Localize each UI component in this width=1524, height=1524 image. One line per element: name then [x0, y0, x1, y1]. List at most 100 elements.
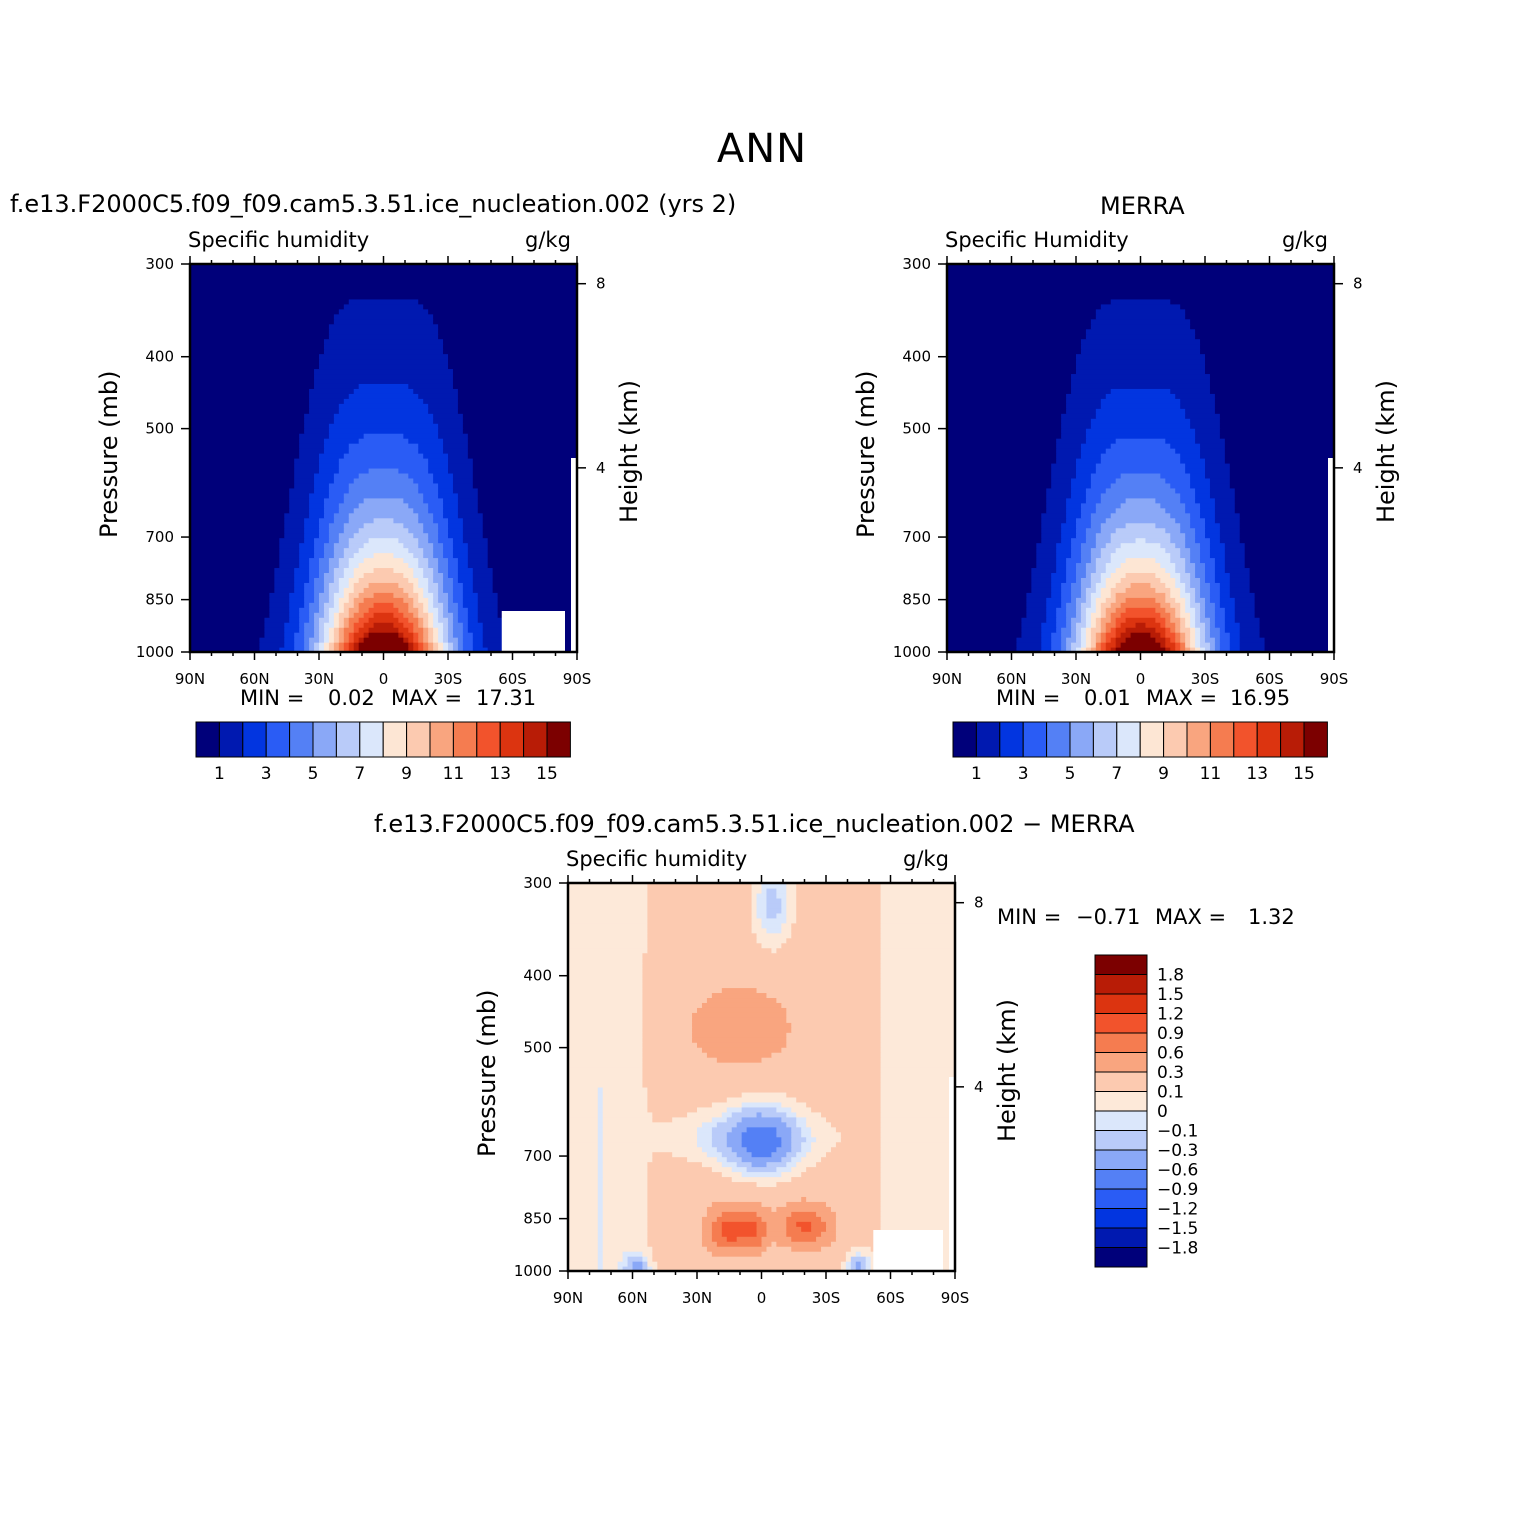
contour-cell [348, 612, 355, 618]
contour-cell [423, 607, 429, 613]
contour-cell [786, 1231, 822, 1237]
contour-cell [947, 278, 1334, 285]
contour-cell [314, 632, 320, 638]
contour-cell [190, 343, 325, 350]
contour-cell [597, 1151, 604, 1158]
contour-cell [1219, 592, 1231, 598]
contour-cell [1061, 428, 1087, 434]
contour-cell [801, 1226, 812, 1232]
diff-contour-plot [568, 883, 955, 1271]
contour-cell [568, 1206, 599, 1212]
colorbar-label: 1 [214, 764, 225, 784]
contour-cell [1175, 487, 1196, 494]
contour-cell [1259, 627, 1334, 633]
contour-cell [343, 592, 350, 598]
contour-cell [358, 547, 409, 554]
x-tick-label: 90S [1320, 670, 1349, 688]
contour-cell [761, 1201, 787, 1207]
contour-cell [309, 403, 340, 409]
contour-cell [756, 1221, 768, 1227]
colorbar-swatch [952, 721, 977, 758]
contour-cell [568, 1101, 599, 1108]
contour-cell [791, 1246, 822, 1252]
contour-cell [1080, 512, 1092, 519]
contour-cell [1190, 418, 1221, 424]
contour-cell [353, 587, 365, 593]
contour-cell [1066, 577, 1077, 583]
contour-cell [353, 532, 414, 539]
contour-cell [816, 1136, 842, 1143]
contour-cell [1110, 627, 1117, 633]
contour-cell [190, 303, 345, 310]
contour-cell [1209, 617, 1216, 623]
contour-cell [1165, 627, 1171, 633]
contour-cell [1219, 537, 1241, 544]
contour-cell [766, 927, 782, 934]
contour-cell [438, 492, 459, 499]
contour-cell [1185, 582, 1191, 588]
contour-cell [1185, 308, 1334, 315]
missing-data-region [501, 611, 565, 652]
contour-cell [353, 642, 360, 648]
contour-cell [947, 453, 1057, 459]
contour-cell [1041, 522, 1062, 529]
contour-cell [1234, 617, 1261, 623]
contour-cell [602, 1266, 619, 1271]
contour-cell [393, 612, 404, 618]
contour-cell [1155, 617, 1166, 623]
contour-cell [1219, 527, 1241, 534]
contour-cell [1190, 423, 1221, 429]
contour-cell [190, 273, 577, 280]
contour-cell [1066, 607, 1077, 613]
contour-cell [1239, 537, 1334, 544]
contour-cell [319, 527, 330, 534]
contour-cell [1046, 617, 1057, 623]
contour-cell [568, 1236, 599, 1242]
contour-cell [602, 1261, 619, 1267]
contour-cell [706, 1206, 773, 1212]
contour-cell [418, 448, 444, 454]
contour-cell [1200, 542, 1211, 549]
contour-cell [418, 597, 429, 603]
contour-cell [791, 927, 882, 934]
contour-cell [1115, 547, 1166, 554]
contour-cell [1185, 557, 1191, 564]
contour-cell [642, 1081, 882, 1088]
contour-cell [294, 462, 320, 469]
contour-cell [642, 1256, 648, 1262]
contour-cell [1125, 627, 1156, 633]
contour-cell [880, 887, 955, 894]
contour-cell [1190, 572, 1196, 578]
contour-cell [632, 1261, 644, 1267]
contour-cell [1120, 562, 1161, 569]
contour-cell [353, 612, 365, 618]
contour-cell [1105, 607, 1117, 613]
contour-cell [806, 1121, 832, 1128]
diff-min-value: −0.71 [1076, 905, 1141, 929]
contour-cell [269, 592, 290, 598]
contour-cell [1155, 497, 1181, 504]
contour-cell [776, 1181, 882, 1188]
contour-cell [781, 922, 792, 929]
contour-cell [1056, 542, 1072, 549]
contour-cell [1076, 522, 1092, 529]
contour-cell [304, 622, 315, 628]
contour-cell [452, 632, 464, 638]
contour-cell [348, 443, 419, 449]
contour-cell [289, 492, 310, 499]
contour-cell [617, 1266, 624, 1271]
contour-cell [1249, 587, 1334, 593]
contour-cell [348, 592, 360, 598]
contour-cell [947, 517, 1042, 524]
contour-cell [826, 1201, 882, 1207]
contour-cell [642, 1072, 882, 1078]
contour-cell [701, 1121, 718, 1128]
contour-cell [1090, 647, 1097, 652]
contour-cell [1090, 547, 1102, 554]
contour-cell [299, 438, 325, 444]
contour-cell [309, 577, 315, 583]
contour-cell [1205, 458, 1226, 464]
contour-cell [299, 433, 330, 439]
contour-cell [190, 472, 295, 479]
contour-cell [448, 363, 577, 370]
